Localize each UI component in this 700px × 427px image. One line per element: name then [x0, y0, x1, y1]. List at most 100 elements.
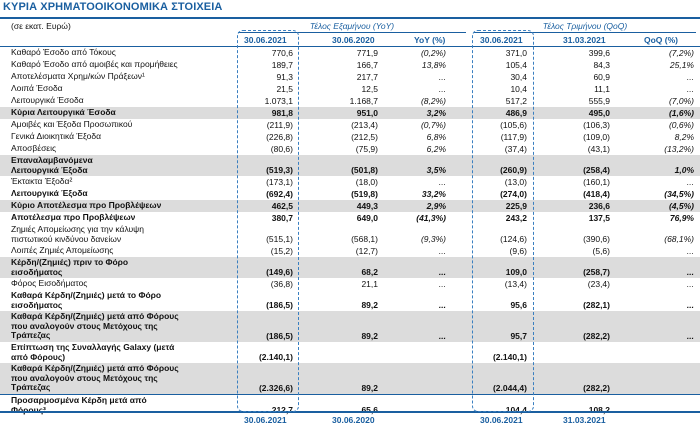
table-row: Προσαρμοσμένα Κέρδη μετά από Φόρους³ 212,… [0, 394, 700, 416]
cell-yoy-pct: 6,8% [426, 131, 446, 142]
cell-h1-2021: (80,6) [270, 143, 293, 154]
cell-h1-2021: 770,6 [271, 47, 293, 58]
row-label: Κύριο Αποτέλεσμα προ Προβλέψεων [11, 200, 162, 210]
table-row: Καθαρά Κέρδη/(Ζημιές) μετά από Φόρους πο… [0, 363, 700, 394]
table-row: Λοιπές Ζημιές Απομείωσης (15,2) (12,7)... (… [0, 245, 700, 257]
cell-yoy-pct: 33,2% [421, 188, 446, 199]
cell-q1-2021: (5,6) [592, 245, 610, 256]
table-row: Καθαρό Έσοδο από αμοιβές και προμήθειες 1… [0, 59, 700, 71]
cell-qoq-pct: (68,1%) [664, 233, 694, 244]
cell-h1-2020: (568,1) [351, 233, 378, 244]
col-header-q1-2021: 31.03.2021 [563, 35, 606, 45]
cell-q2-2021: 517,2 [505, 95, 527, 106]
cell-h1-2020: 89,2 [361, 299, 378, 310]
cell-h1-2021: 981,8 [271, 107, 293, 118]
cell-q1-2021: (258,7) [583, 266, 610, 277]
cell-h1-2021: 462,5 [271, 200, 293, 211]
cell-q2-2021: (260,9) [500, 164, 527, 175]
cell-h1-2020: (12,7) [355, 245, 378, 256]
cell-q1-2021: (282,2) [583, 330, 610, 341]
group-header-qoq: Τέλος Τριμήνου (QoQ) [542, 21, 628, 31]
cell-h1-2020: 649,0 [356, 212, 378, 223]
cell-h1-2021: 212,7 [271, 404, 293, 415]
cell-qoq-pct: ... [686, 245, 694, 256]
unit-label: (σε εκατ. Ευρώ) [11, 21, 71, 31]
cell-q2-2021: (2.044,4) [492, 382, 527, 393]
cell-qoq-pct: ... [686, 71, 694, 82]
row-label: Λοιπές Ζημιές Απομείωσης [11, 245, 114, 255]
col-header-q2-2021: 30.06.2021 [480, 35, 523, 45]
cell-qoq-pct: ... [686, 83, 694, 94]
table-row: Ζημιές Απομείωσης για την κάλυψη πιστωτι… [0, 224, 700, 245]
cell-yoy-pct: (8,2%) [420, 95, 446, 106]
table-row: Επίπτωση της Συναλλαγής Galaxy (μετά από… [0, 342, 700, 363]
cell-h1-2021: (36,8) [270, 278, 293, 289]
cell-h1-2020: 951,0 [356, 107, 378, 118]
cell-h1-2021: (149,6) [266, 266, 293, 277]
cell-q2-2021: 109,0 [505, 266, 527, 277]
cell-q2-2021: 95,6 [510, 299, 527, 310]
table-row: Γενικά Διοικητικά Έξοδα (226,8) (212,5) 6,8… [0, 131, 700, 143]
row-label: Αποτελέσματα Χρημ/κών Πράξεων¹ [11, 71, 145, 81]
cell-yoy-pct: (9,3%) [420, 233, 446, 244]
row-label: Προσαρμοσμένα Κέρδη μετά από Φόρους³ [11, 395, 147, 415]
cell-yoy-pct: (0,7%) [420, 119, 446, 130]
cell-h1-2021: (173,1) [266, 176, 293, 187]
cell-h1-2021: (2.140,1) [258, 351, 293, 362]
table-row: Έκτακτα Έξοδα² (173,1) (18,0)... (13,0) (160… [0, 176, 700, 188]
footer-date-q2-2021: 30.06.2021 [480, 415, 523, 425]
cell-qoq-pct: (4,5%) [668, 200, 694, 211]
cell-q1-2021: 60,9 [593, 71, 610, 82]
row-label: Έκτακτα Έξοδα² [11, 176, 73, 186]
row-label: Καθαρά Κέρδη/(Ζημιές) μετά το Φόρο εισοδ… [11, 290, 162, 310]
cell-h1-2021: (519,3) [266, 164, 293, 175]
group-header-yoy: Τέλος Εξαμήνου (YoY) [309, 21, 395, 31]
table-row: Φόρος Εισοδήματος (36,8) 21,1... (13,4) (23,… [0, 278, 700, 290]
cell-h1-2020: (75,9) [355, 143, 378, 154]
cell-q2-2021: (13,4) [504, 278, 527, 289]
row-label: Λειτουργικά Έσοδα [11, 95, 84, 105]
cell-h1-2021: 380,7 [271, 212, 293, 223]
col-header-h1-2020: 30.06.2020 [332, 35, 375, 45]
cell-q1-2021: (418,4) [583, 188, 610, 199]
cell-qoq-pct: ... [686, 278, 694, 289]
table-row: Αμοιβές και Έξοδα Προσωπικού (211,9) (213,… [0, 119, 700, 131]
cell-yoy-pct: 3,5% [426, 164, 446, 175]
cell-h1-2021: (186,5) [266, 299, 293, 310]
cell-q1-2021: (282,1) [583, 299, 610, 310]
cell-q2-2021: (117,9) [500, 131, 527, 142]
table-row: Καθαρό Έσοδο από Τόκους 770,6 771,9 (0,2%) 3… [0, 47, 700, 59]
cell-q2-2021: 104,4 [505, 404, 527, 415]
cell-yoy-pct: ... [438, 245, 446, 256]
table-row: Καθαρά Κέρδη/(Ζημιές) μετά το Φόρο εισοδ… [0, 290, 700, 311]
cell-h1-2020: 89,2 [361, 330, 378, 341]
cell-q1-2021: (23,4) [587, 278, 610, 289]
row-label: Ζημιές Απομείωσης για την κάλυψη πιστωτι… [11, 224, 144, 244]
cell-q2-2021: 225,9 [505, 200, 527, 211]
row-label: Αμοιβές και Έξοδα Προσωπικού [11, 119, 133, 129]
table-row: Κέρδη/(Ζημιές) πριν το Φόρο εισοδήματος (… [0, 257, 700, 278]
footer-date-q1-2021: 31.03.2021 [563, 415, 606, 425]
cell-q2-2021: (105,6) [500, 119, 527, 130]
cell-qoq-pct: 76,9% [669, 212, 694, 223]
cell-q1-2021: 11,1 [594, 83, 610, 94]
cell-h1-2020: 21,1 [361, 278, 378, 289]
row-label: Γενικά Διοικητικά Έξοδα [11, 131, 102, 141]
cell-h1-2021: (186,5) [266, 330, 293, 341]
table-row: Κύρια Λειτουργικά Έσοδα 981,8 951,0 3,2% 486… [0, 107, 700, 119]
cell-yoy-pct: ... [438, 266, 446, 277]
cell-yoy-pct: ... [438, 278, 446, 289]
cell-q2-2021: 243,2 [505, 212, 527, 223]
table-row: Λοιπά Έσοδα 21,5 12,5... 10,4 11,1... [0, 83, 700, 95]
row-label: Καθαρά Κέρδη/(Ζημιές) μετά από Φόρους πο… [11, 311, 179, 340]
cell-q1-2021: (390,6) [583, 233, 610, 244]
cell-h1-2020: (18,0) [355, 176, 378, 187]
cell-h1-2021: 21,5 [276, 83, 293, 94]
cell-qoq-pct: ... [686, 266, 694, 277]
row-label: Επίπτωση της Συναλλαγής Galaxy (μετά από… [11, 342, 175, 362]
cell-q1-2021: 495,0 [588, 107, 610, 118]
cell-h1-2021: (226,8) [266, 131, 293, 142]
row-label: Λοιπά Έσοδα [11, 83, 63, 93]
cell-q2-2021: (9,6) [509, 245, 527, 256]
group-rule-qoq [474, 32, 696, 33]
